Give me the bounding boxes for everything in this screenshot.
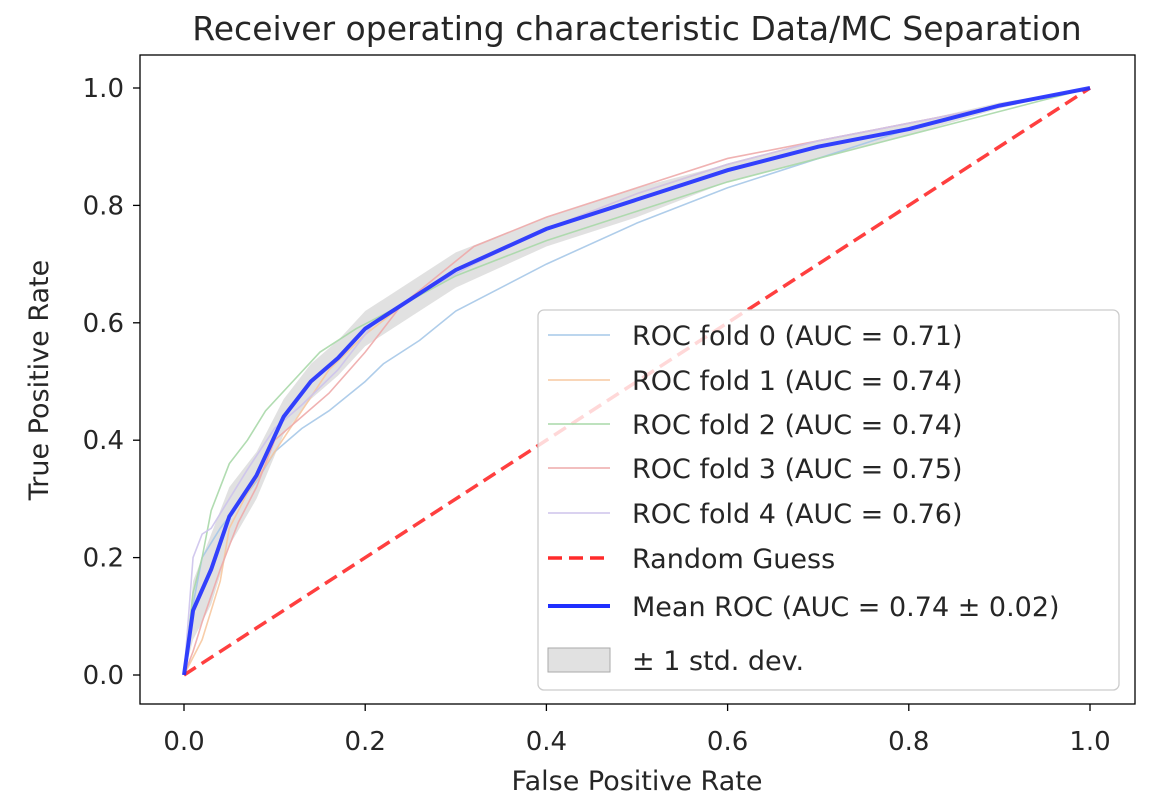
- mean-and-guess-layer: [182, 86, 1091, 677]
- x-axis-ticks: 0.0 0.2 0.4 0.6 0.8 1.0: [163, 704, 1111, 757]
- legend-frame: [537, 309, 1120, 691]
- series-line-0: [183, 87, 1091, 676]
- y-tick-label: 0.6: [83, 309, 124, 339]
- y-tick-label: 0.2: [83, 544, 124, 574]
- x-tick-label: 0.8: [888, 727, 929, 757]
- y-axis-ticks: 0.0 0.2 0.4 0.6 0.8 1.0: [83, 74, 140, 691]
- series-line-6: [182, 86, 1091, 676]
- x-axis-label: False Positive Rate: [512, 766, 763, 797]
- y-tick-label: 0.4: [83, 426, 124, 456]
- y-tick-label: 0.0: [83, 661, 124, 691]
- std-band-layer: [184, 88, 1090, 675]
- legend-label-0: ROC fold 0 (AUC = 0.71): [632, 321, 963, 352]
- chart-title: Receiver operating characteristic Data/M…: [192, 9, 1081, 48]
- std-dev-band: [184, 88, 1090, 675]
- legend: ROC fold 0 (AUC = 0.71) ROC fold 1 (AUC =…: [537, 309, 1120, 691]
- x-tick-label: 0.4: [526, 727, 567, 757]
- legend-label-5: Random Guess: [632, 544, 835, 575]
- legend-label-7: ± 1 std. dev.: [632, 646, 804, 677]
- legend-label-6: Mean ROC (AUC = 0.74 ± 0.02): [632, 592, 1060, 623]
- y-tick-label: 1.0: [83, 74, 124, 104]
- series-line-5: [183, 86, 1091, 677]
- y-tick-label: 0.8: [83, 191, 124, 221]
- legend-swatch-1-std-dev: [547, 647, 611, 673]
- legend-label-4: ROC fold 4 (AUC = 0.76): [632, 499, 963, 530]
- series-line-2: [183, 87, 1091, 676]
- y-axis-label: True Positive Rate: [24, 260, 55, 502]
- x-tick-label: 1.0: [1069, 727, 1110, 757]
- legend-entries: ROC fold 0 (AUC = 0.71) ROC fold 1 (AUC =…: [547, 321, 1060, 677]
- x-tick-label: 0.6: [707, 727, 748, 757]
- legend-label-1: ROC fold 1 (AUC = 0.74): [632, 366, 963, 397]
- x-tick-label: 0.0: [163, 727, 204, 757]
- legend-label-3: ROC fold 3 (AUC = 0.75): [632, 454, 963, 485]
- legend-label-2: ROC fold 2 (AUC = 0.74): [632, 410, 963, 441]
- x-tick-label: 0.2: [345, 727, 386, 757]
